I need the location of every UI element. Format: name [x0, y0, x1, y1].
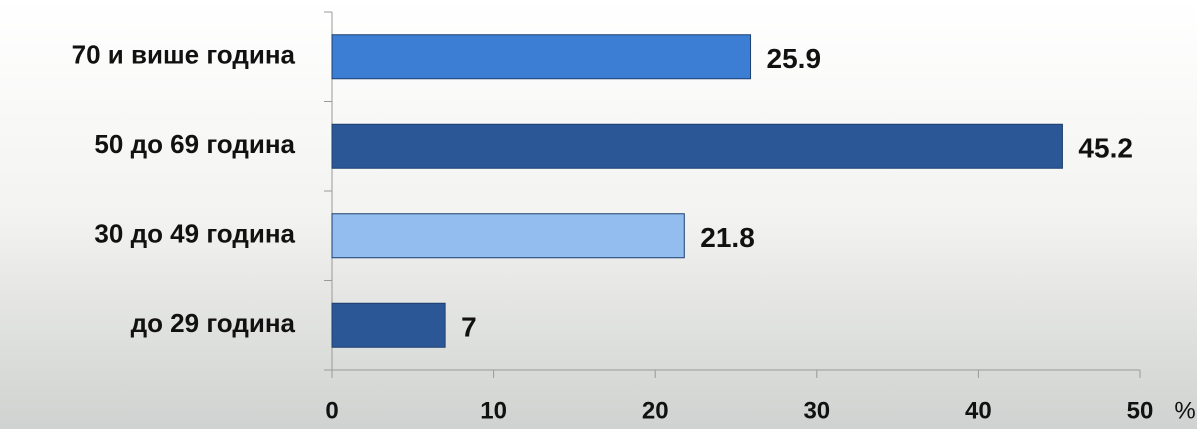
x-tick-label: 0: [325, 397, 338, 424]
category-label: 50 до 69 година: [94, 129, 295, 159]
value-label: 7: [461, 312, 477, 343]
bar: [331, 34, 752, 80]
value-label: 21.8: [700, 222, 755, 253]
x-tick-label: 50: [1127, 397, 1154, 424]
x-tick-label: 30: [803, 397, 830, 424]
category-label: 30 до 49 година: [94, 219, 295, 249]
bar: [331, 302, 446, 348]
x-tick-label: 40: [965, 397, 992, 424]
value-label: 45.2: [1078, 133, 1133, 164]
x-axis-label: %: [1174, 397, 1195, 424]
bar: [331, 123, 1063, 169]
category-label: 70 и више година: [72, 40, 296, 70]
bar: [331, 213, 685, 259]
x-tick-label: 10: [480, 397, 507, 424]
x-tick-label: 20: [642, 397, 669, 424]
value-label: 25.9: [767, 43, 822, 74]
category-label: до 29 година: [131, 308, 296, 338]
